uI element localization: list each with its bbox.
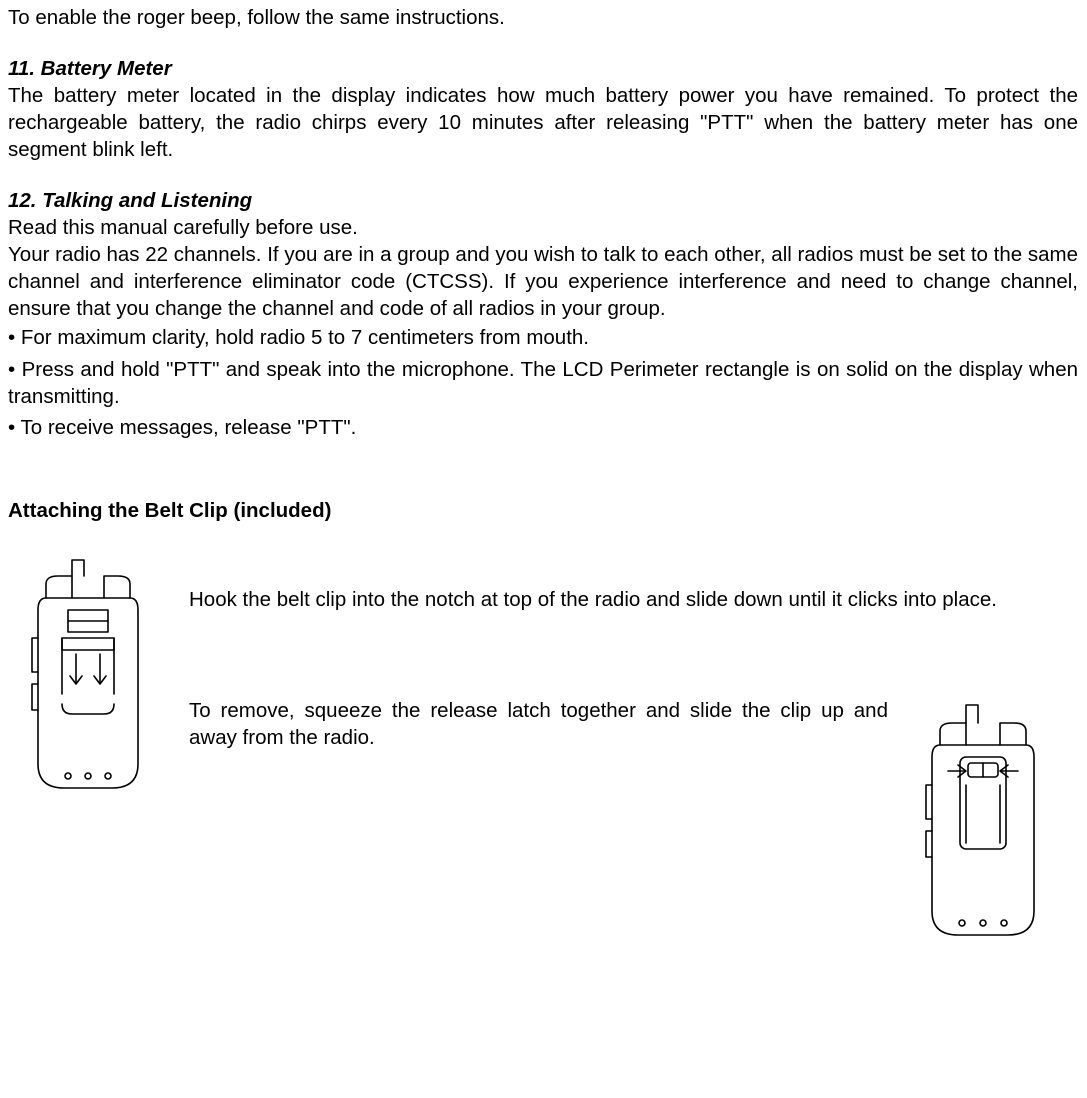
belt-clip-remove-text-wrap: To remove, squeeze the release latch tog… — [189, 697, 908, 751]
belt-clip-attach-illustration — [8, 546, 183, 794]
belt-clip-heading: Attaching the Belt Clip (included) — [8, 497, 1078, 524]
section-12-line1: Read this manual carefully before use. — [8, 214, 1078, 241]
radio-back-attach-icon — [18, 554, 158, 794]
spacer — [8, 31, 1078, 55]
spacer — [8, 441, 1078, 497]
belt-clip-text-column: Hook the belt clip into the notch at top… — [183, 546, 1078, 947]
section-11-heading: 11. Battery Meter — [8, 55, 1078, 82]
spacer — [189, 546, 1078, 586]
belt-clip-remove-row: To remove, squeeze the release latch tog… — [189, 697, 1078, 947]
section-12-heading: 12. Talking and Listening — [8, 187, 1078, 214]
bullet2-text: • Press and hold "PTT" and speak into th… — [8, 358, 1078, 408]
spacer — [8, 163, 1078, 187]
section-12-bullet2: • Press and hold "PTT" and speak into th… — [8, 356, 1078, 410]
section-12-line2: Your radio has 22 channels. If you are i… — [8, 241, 1078, 322]
belt-clip-section: Hook the belt clip into the notch at top… — [8, 546, 1078, 947]
belt-clip-remove-illustration — [908, 697, 1078, 947]
belt-clip-attach-text: Hook the belt clip into the notch at top… — [189, 586, 1078, 613]
spacer — [189, 613, 1078, 697]
section-12-bullet1: • For maximum clarity, hold radio 5 to 7… — [8, 324, 1078, 351]
belt-clip-remove-text: To remove, squeeze the release latch tog… — [189, 697, 888, 751]
section-11-body: The battery meter located in the display… — [8, 82, 1078, 163]
section-12-bullet3: • To receive messages, release "PTT". — [8, 414, 1078, 441]
radio-back-remove-icon — [908, 697, 1058, 947]
intro-line: To enable the roger beep, follow the sam… — [8, 4, 1078, 31]
document-page: To enable the roger beep, follow the sam… — [0, 0, 1086, 987]
